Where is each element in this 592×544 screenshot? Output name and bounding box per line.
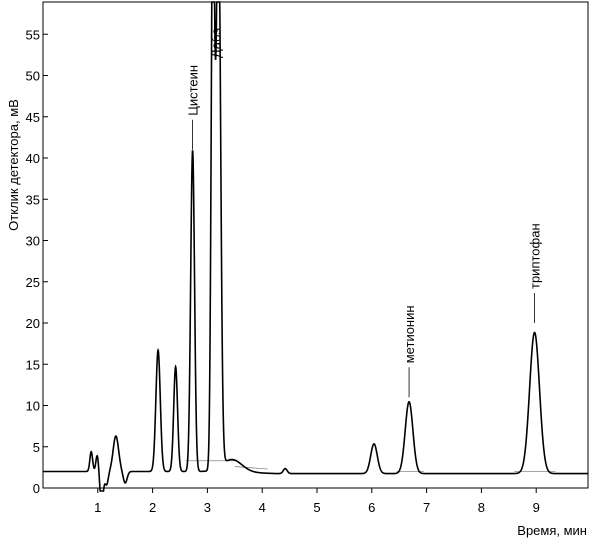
x-tick-label: 2 xyxy=(149,500,156,515)
y-tick-label: 25 xyxy=(26,275,40,290)
peak-annotations: Цистеин Дабs метионин триптофан xyxy=(186,28,543,398)
y-tick-label: 35 xyxy=(26,192,40,207)
y-tick-label: 10 xyxy=(26,399,40,414)
x-tick-label: 4 xyxy=(259,500,266,515)
y-tick-label: 50 xyxy=(26,69,40,84)
x-tick-label: 3 xyxy=(204,500,211,515)
x-tick-label: 5 xyxy=(313,500,320,515)
y-tick-label: 45 xyxy=(26,110,40,125)
y-tick-label: 20 xyxy=(26,316,40,331)
peak-label: триптофан xyxy=(528,223,543,289)
y-tick-label: 55 xyxy=(26,27,40,42)
integration-baseline xyxy=(234,466,268,470)
x-tick-label: 6 xyxy=(368,500,375,515)
peak-label: Цистеин xyxy=(186,65,201,116)
y-axis-title: Отклик детектора, мВ xyxy=(6,99,21,231)
peak-label: метионин xyxy=(402,305,417,363)
x-axis-ticks: 1 2 3 4 5 6 7 8 9 xyxy=(94,488,540,515)
plot-frame xyxy=(42,1,589,489)
y-tick-label: 15 xyxy=(26,357,40,372)
peak-label: Дабs xyxy=(209,28,224,58)
baseline-segments xyxy=(185,460,556,472)
y-tick-label: 5 xyxy=(33,440,40,455)
y-tick-label: 0 xyxy=(33,481,40,496)
x-tick-label: 7 xyxy=(423,500,430,515)
x-axis-title: Время, мин xyxy=(517,523,587,538)
x-tick-label: 8 xyxy=(478,500,485,515)
y-tick-label: 30 xyxy=(26,234,40,249)
y-axis-ticks: 0 5 10 15 20 25 30 35 40 45 50 55 xyxy=(26,27,48,496)
x-tick-label: 1 xyxy=(94,500,101,515)
x-tick-label: 9 xyxy=(533,500,540,515)
signal-line xyxy=(43,1,588,492)
y-tick-label: 40 xyxy=(26,151,40,166)
